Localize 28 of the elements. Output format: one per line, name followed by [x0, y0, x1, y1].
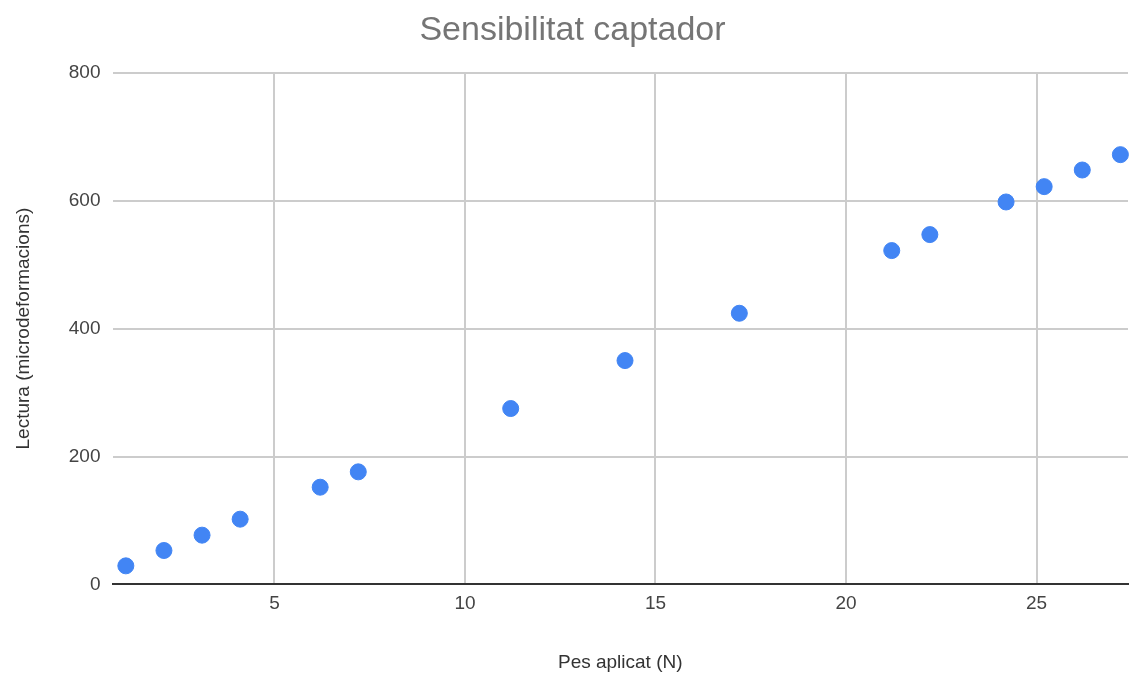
point: [997, 193, 1015, 211]
x-tick-label: 10: [454, 592, 476, 614]
point: [155, 542, 173, 560]
x-tick-label: 20: [835, 592, 857, 614]
point: [117, 557, 135, 575]
x-tick-label: 15: [644, 592, 667, 614]
point: [193, 526, 211, 544]
point: [1073, 161, 1091, 179]
point: [349, 463, 367, 481]
point: [616, 352, 634, 370]
point: [883, 242, 901, 260]
point: [231, 510, 249, 528]
y-axis-title: Lectura (microdeformacions): [11, 207, 33, 450]
y-tick-label: 600: [68, 188, 101, 210]
point: [1111, 146, 1129, 164]
y-tick-label: 800: [68, 61, 101, 83]
y-tick-label: 400: [68, 316, 101, 338]
point: [1035, 178, 1053, 196]
x-tick-label: 5: [269, 592, 280, 614]
x-tick-label: 25: [1025, 592, 1048, 614]
y-tick-label: 0: [89, 572, 101, 594]
chart-title: Sensibilitat captador: [419, 8, 726, 47]
x-axis-title: Pes aplicat (N): [557, 650, 683, 672]
point: [730, 304, 748, 322]
point: [921, 226, 939, 244]
point: [311, 478, 329, 496]
y-tick-label: 200: [68, 444, 101, 466]
point: [502, 400, 520, 418]
